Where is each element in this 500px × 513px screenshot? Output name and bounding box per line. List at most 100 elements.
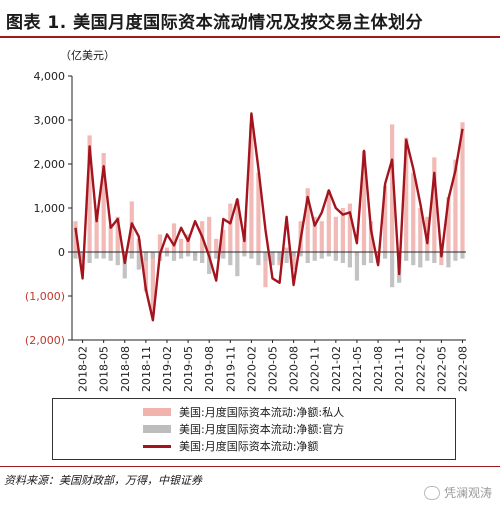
y-tick-label: 0	[58, 246, 65, 259]
bar-official	[178, 252, 184, 259]
x-tick-label: 2020-02	[245, 346, 258, 392]
legend-item-official: 美国:月度国际资本流动:净额:官方	[143, 421, 344, 437]
source-note: 资料来源：美国财政部，万得，中银证券	[4, 474, 202, 487]
bar-private	[347, 203, 353, 252]
bar-private	[333, 216, 338, 252]
watermark-text: 凭澜观涛	[443, 486, 492, 500]
x-tick-label: 2020-08	[288, 346, 301, 392]
bar-private	[228, 203, 233, 252]
bar-official	[418, 252, 423, 268]
x-tick-label: 2021-02	[330, 346, 343, 392]
bar-private	[361, 150, 367, 252]
chart: 4,000 3,000 2,000 1,000 0 (1,000) (2,000) 2018-…	[25, 70, 470, 392]
y-tick-label: 4,000	[34, 70, 66, 83]
bar-official	[326, 252, 331, 257]
bar-private	[164, 247, 170, 252]
bar-private	[94, 212, 99, 252]
bar-official	[404, 252, 409, 261]
bar-official	[136, 252, 141, 270]
bar-private	[326, 190, 331, 252]
x-tick-label: 2021-08	[372, 346, 385, 392]
wechat-icon	[423, 485, 440, 500]
bar-private	[171, 223, 177, 252]
bar-official	[446, 252, 451, 268]
bar-private	[382, 186, 388, 252]
bar-official	[354, 252, 360, 281]
bar-official	[185, 252, 191, 257]
bar-official	[390, 252, 395, 288]
x-tick-label: 2019-08	[203, 346, 216, 392]
bar-official	[193, 252, 198, 261]
bar-private	[446, 197, 451, 252]
x-tick-label: 2020-11	[309, 346, 322, 392]
bar-private	[263, 252, 268, 288]
bar-official	[207, 252, 212, 274]
bar-private	[143, 252, 148, 292]
watermark: 凭澜观涛	[423, 484, 492, 501]
bar-official	[382, 252, 388, 259]
bar-official	[164, 252, 170, 257]
legend-item-net: 美国:月度国际资本流动:净额	[143, 438, 318, 454]
x-tick-label: 2018-05	[98, 346, 111, 392]
bar-private	[150, 252, 156, 314]
bar-private	[235, 199, 240, 252]
bar-private	[439, 252, 444, 266]
bar-official	[284, 252, 289, 263]
bar-official	[80, 252, 85, 261]
bar-private	[305, 188, 310, 252]
bar-official	[305, 252, 310, 263]
bar-private	[404, 137, 409, 252]
x-tick-label: 2022-05	[435, 346, 448, 392]
bar-private	[284, 247, 289, 252]
bar-official	[277, 252, 282, 261]
bar-official	[129, 252, 134, 259]
bar-private	[249, 124, 254, 252]
bar-private	[411, 172, 416, 252]
bar-official	[101, 252, 106, 259]
bar-official	[228, 252, 233, 266]
bar-official	[87, 252, 92, 263]
x-tick-label: 2019-02	[161, 346, 174, 392]
y-tick-label: (2,000)	[25, 334, 65, 347]
y-tick-label: 3,000	[34, 114, 66, 127]
bar-official	[411, 252, 416, 266]
bar-official	[108, 252, 113, 261]
bar-private	[319, 221, 324, 252]
legend-label-private: 美国:月度国际资本流动:净额:私人	[179, 406, 345, 419]
bar-official	[122, 252, 127, 279]
bar-official	[319, 252, 324, 259]
x-tick-label: 2018-11	[140, 346, 153, 392]
bar-private	[115, 216, 120, 252]
bar-official	[340, 252, 345, 263]
bar-official	[425, 252, 430, 261]
bar-private	[453, 159, 458, 252]
bar-official	[249, 252, 254, 259]
bar-official	[73, 252, 78, 259]
bar-official	[361, 252, 367, 266]
bar-official	[200, 252, 205, 263]
bar-official	[460, 252, 465, 259]
x-tick-label: 2019-11	[224, 346, 237, 392]
x-tick-label: 2022-08	[456, 346, 469, 392]
bar-official	[263, 252, 268, 261]
bar-private	[390, 124, 395, 252]
bar-private	[185, 234, 191, 252]
bar-official	[291, 252, 296, 257]
title-rule	[0, 36, 500, 38]
bar-private	[178, 238, 184, 252]
bar-official	[453, 252, 458, 261]
bar-official	[171, 252, 177, 261]
bar-official	[242, 252, 247, 257]
bar-private	[340, 208, 345, 252]
bar-official	[221, 252, 226, 259]
legend-swatch-net	[143, 444, 171, 448]
bar-official	[270, 252, 275, 266]
legend-swatch-official	[143, 425, 171, 433]
bar-private	[157, 234, 163, 252]
source-rule	[0, 466, 500, 467]
bar-official	[432, 252, 437, 263]
bar-private	[214, 238, 219, 252]
x-tick-label: 2022-02	[414, 346, 427, 392]
legend-label-official: 美国:月度国际资本流动:净额:官方	[179, 423, 345, 436]
y-tick-label: 1,000	[34, 202, 66, 215]
